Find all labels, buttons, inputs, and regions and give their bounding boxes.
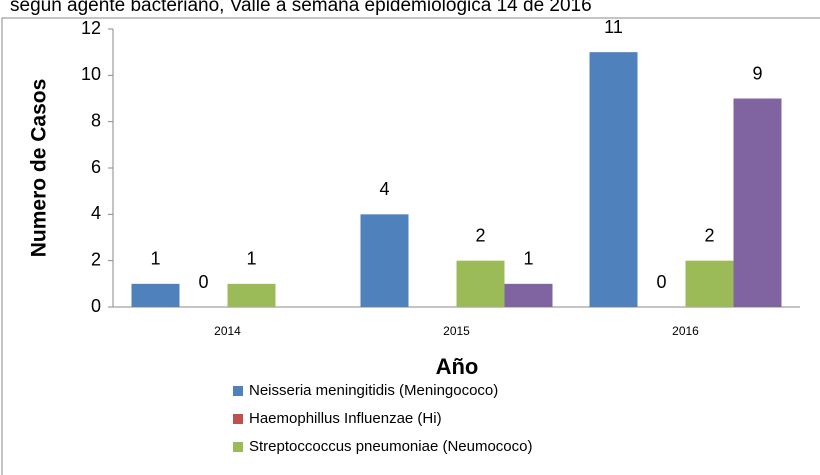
x-tick-label: 2016 bbox=[672, 324, 699, 338]
value-label: 0 bbox=[198, 272, 208, 292]
legend-label: Streptoccoccus pneumoniae (Neumococo) bbox=[249, 438, 532, 455]
value-label: 11 bbox=[604, 17, 623, 37]
legend-label: Neisseria meningitidis (Meningococo) bbox=[249, 382, 498, 399]
y-tick-label: 4 bbox=[91, 203, 101, 223]
x-tick-label: 2014 bbox=[214, 324, 241, 338]
bar bbox=[685, 260, 734, 307]
value-label: 4 bbox=[379, 179, 389, 199]
y-tick-label: 12 bbox=[81, 18, 101, 38]
bar bbox=[733, 98, 782, 307]
value-label: 0 bbox=[656, 272, 666, 292]
legend-label: Haemophillus Influenzae (Hi) bbox=[249, 410, 442, 427]
value-label: 1 bbox=[150, 249, 160, 269]
bar bbox=[131, 283, 180, 307]
legend-swatch bbox=[233, 386, 243, 396]
chart-title: según agente bacteriano, Valle a semana … bbox=[10, 0, 592, 16]
value-label: 2 bbox=[704, 225, 714, 245]
bar bbox=[456, 260, 505, 307]
value-label: 1 bbox=[246, 249, 256, 269]
x-tick-label: 2015 bbox=[443, 324, 470, 338]
y-tick-label: 10 bbox=[81, 64, 101, 84]
value-label: 1 bbox=[523, 249, 533, 269]
y-tick-label: 6 bbox=[91, 157, 101, 177]
y-tick-label: 8 bbox=[91, 110, 101, 130]
y-tick-label: 0 bbox=[91, 296, 101, 316]
bar bbox=[589, 52, 638, 307]
y-tick-label: 2 bbox=[91, 249, 101, 269]
bar bbox=[227, 283, 276, 307]
legend-swatch bbox=[233, 414, 243, 424]
value-label: 2 bbox=[475, 225, 485, 245]
legend-swatch bbox=[233, 442, 243, 452]
bar bbox=[360, 214, 409, 307]
x-axis-title: Año bbox=[436, 354, 479, 379]
bar bbox=[504, 283, 553, 307]
chart-border bbox=[1, 17, 820, 475]
value-label: 9 bbox=[752, 63, 762, 83]
y-axis-title: Numero de Casos bbox=[28, 79, 51, 258]
